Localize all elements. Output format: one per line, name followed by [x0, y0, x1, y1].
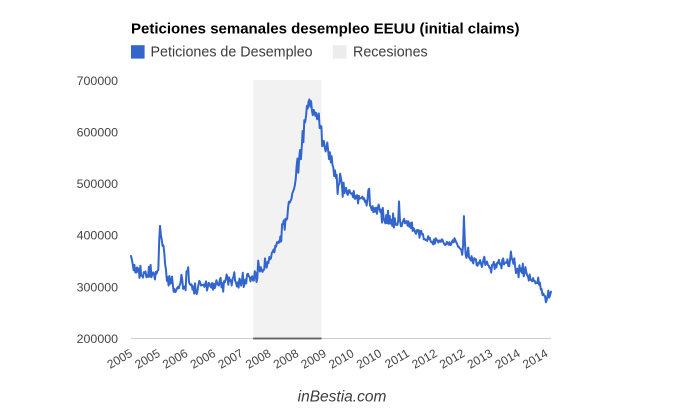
svg-text:300000: 300000: [77, 280, 118, 294]
svg-text:Peticiones de Desempleo: Peticiones de Desempleo: [151, 45, 313, 61]
svg-text:400000: 400000: [77, 229, 118, 243]
svg-text:200000: 200000: [77, 332, 118, 346]
svg-text:inBestia.com: inBestia.com: [298, 389, 387, 406]
svg-text:600000: 600000: [77, 125, 118, 139]
svg-text:500000: 500000: [77, 177, 118, 191]
svg-text:700000: 700000: [77, 74, 118, 88]
svg-text:Peticiones semanales desempleo: Peticiones semanales desempleo EEUU (ini…: [131, 21, 519, 38]
svg-text:Recesiones: Recesiones: [353, 45, 428, 61]
